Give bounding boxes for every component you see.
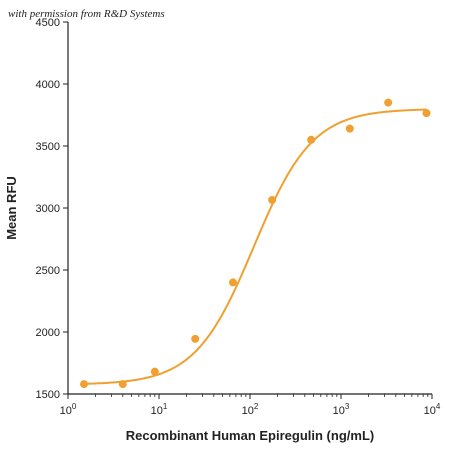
y-axis-label: Mean RFU	[4, 176, 19, 240]
data-point	[268, 195, 277, 204]
x-tick-label: 102	[242, 402, 259, 417]
data-point	[228, 278, 237, 287]
y-tick-label: 3500	[36, 141, 60, 153]
y-tick-label: 2500	[36, 265, 60, 277]
ticks: 1500 2000 2500 3000 3500 4000 4500 100 101 102 103…	[36, 17, 441, 417]
data-point	[118, 380, 127, 389]
x-tick-label: 100	[60, 402, 77, 417]
data-point	[191, 334, 200, 343]
data-point	[384, 98, 393, 107]
axes	[67, 22, 432, 395]
y-tick-label: 2000	[36, 327, 60, 339]
x-tick-label: 101	[151, 402, 168, 417]
fit-curve	[83, 108, 427, 385]
watermark: with permission from R&D Systems	[8, 8, 165, 20]
y-tick-label: 3000	[36, 203, 60, 215]
y-tick-label: 1500	[36, 389, 60, 401]
data-point	[345, 124, 354, 133]
data-point	[307, 135, 316, 144]
y-tick-label: 4000	[36, 79, 60, 91]
y-tick-label: 4500	[36, 17, 60, 29]
x-tick-label: 104	[424, 402, 441, 417]
data-point	[422, 109, 431, 118]
data-point	[80, 380, 89, 389]
x-axis-label: Recombinant Human Epiregulin (ng/mL)	[126, 428, 374, 443]
data-point	[150, 367, 159, 376]
data-points	[80, 98, 431, 389]
x-tick-label: 103	[333, 402, 350, 417]
